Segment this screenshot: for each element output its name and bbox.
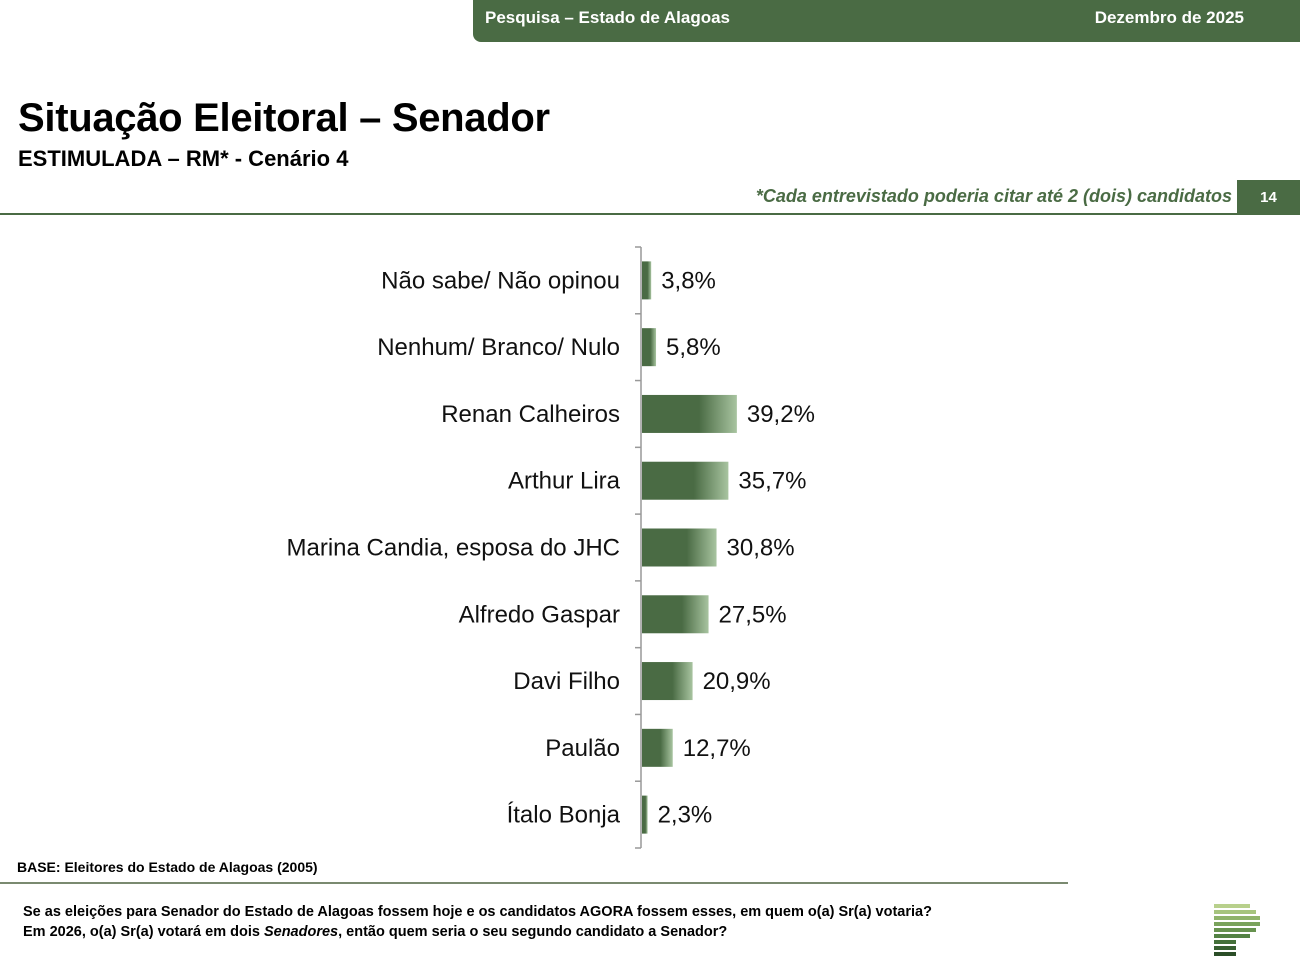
bar: [642, 595, 709, 634]
category-label: Renan Calheiros: [441, 401, 620, 428]
value-label: 5,8%: [666, 334, 721, 361]
category-label: Não sabe/ Não opinou: [381, 267, 620, 294]
header-divider: [0, 213, 1300, 215]
brand-logo-icon: [1214, 904, 1260, 956]
bar: [642, 728, 673, 767]
category-label: Davi Filho: [513, 668, 620, 695]
bar: [642, 261, 652, 300]
question-line-1: Se as eleições para Senador do Estado de…: [23, 904, 932, 920]
header-bar: Pesquisa – Estado de Alagoas Dezembro de…: [473, 0, 1300, 42]
bar: [642, 461, 729, 500]
bar: [642, 795, 648, 834]
category-label: Paulão: [545, 735, 620, 762]
value-label: 35,7%: [738, 468, 806, 495]
bar: [642, 328, 657, 367]
bar: [642, 528, 717, 567]
value-label: 2,3%: [658, 802, 713, 829]
category-label: Nenhum/ Branco/ Nulo: [377, 334, 620, 361]
respondent-note: *Cada entrevistado poderia citar até 2 (…: [755, 186, 1232, 206]
value-label: 27,5%: [719, 601, 787, 628]
bar: [642, 394, 737, 433]
value-label: 30,8%: [727, 535, 795, 562]
value-label: 3,8%: [661, 267, 716, 294]
survey-date: Dezembro de 2025: [1094, 8, 1244, 27]
sample-base: BASE: Eleitores do Estado de Alagoas (20…: [17, 859, 318, 875]
footer-divider: [0, 882, 1068, 884]
category-label: Ítalo Bonja: [507, 802, 621, 829]
category-label: Alfredo Gaspar: [459, 601, 620, 628]
category-label: Marina Candia, esposa do JHC: [286, 535, 620, 562]
survey-question: Se as eleições para Senador do Estado de…: [23, 902, 932, 942]
survey-name: Pesquisa – Estado de Alagoas: [485, 8, 731, 27]
value-label: 20,9%: [703, 668, 771, 695]
question-line-2: Em 2026, o(a) Sr(a) votará em dois Senad…: [23, 924, 728, 940]
category-label: Arthur Lira: [508, 468, 621, 495]
page-number: 14: [1237, 180, 1300, 215]
bar-chart: Não sabe/ Não opinou 3,8% Nenhum/ Branco/ …: [286, 246, 815, 849]
bar: [642, 662, 693, 701]
value-label: 39,2%: [747, 401, 815, 428]
page-title: Situação Eleitoral – Senador: [18, 96, 550, 140]
value-label: 12,7%: [683, 735, 751, 762]
page-subtitle: ESTIMULADA – RM* - Cenário 4: [18, 146, 349, 171]
